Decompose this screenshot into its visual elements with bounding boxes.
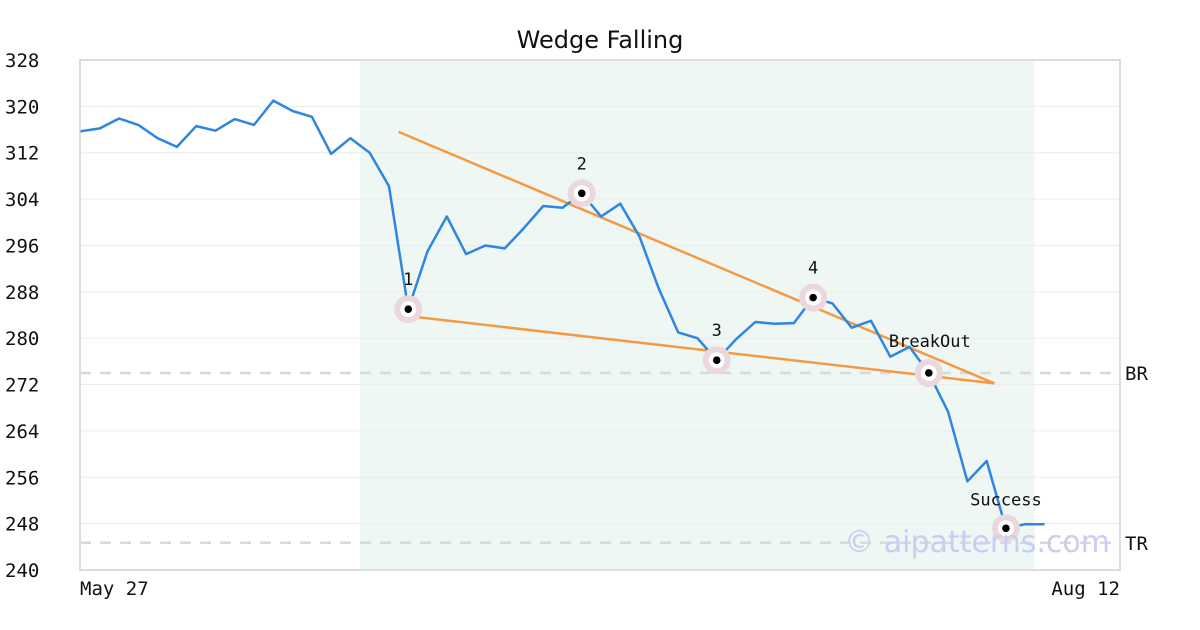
y-tick-label: 280 [5, 328, 39, 350]
y-tick-label: 240 [5, 560, 39, 582]
trendline [398, 313, 995, 385]
y-tick-label: 272 [5, 375, 39, 397]
watermark-group: © aipatterns.com [844, 525, 1110, 560]
chart-title: Wedge Falling [517, 26, 684, 54]
y-tick-label: 304 [5, 189, 39, 211]
trendline [398, 130, 995, 385]
watermark: © aipatterns.com [844, 525, 1110, 560]
marker-dot [712, 356, 721, 365]
x-tick-label: Aug 12 [1051, 578, 1120, 600]
y-tick-label: 312 [5, 143, 39, 165]
y-tick-label: 296 [5, 235, 39, 257]
reference-line-label: BR [1125, 363, 1148, 385]
y-axis-ticks: 240 248 256 264 272 280 288 296 304 312 320 328 [5, 50, 39, 582]
y-tick-label: 264 [5, 421, 39, 443]
plot-frame [79, 59, 1121, 571]
y-tick-label: 248 [5, 514, 39, 536]
y-tick-label: 328 [5, 50, 39, 72]
marker-dot [809, 293, 817, 302]
marker-label: 1 [403, 270, 413, 290]
x-axis-ticks: May 27 Aug 12 [80, 578, 1120, 600]
marker-label: 2 [577, 154, 587, 174]
pattern-region [360, 60, 1035, 570]
marker-dot [925, 369, 933, 377]
trendlines [398, 130, 995, 385]
reference-line-label: TR [1125, 533, 1148, 555]
price-series [80, 99, 1045, 530]
pattern-region-band [360, 60, 1035, 570]
reference-lines: BR TR [80, 363, 1148, 555]
marker-dot [1002, 524, 1010, 533]
price-line [80, 99, 1045, 530]
y-tick-label: 288 [5, 282, 39, 304]
marker-dot [404, 305, 413, 314]
y-tick-label: 320 [5, 96, 39, 118]
marker-label: Success [970, 490, 1042, 510]
x-tick-label: May 27 [80, 578, 149, 600]
marker-label: 4 [808, 259, 818, 279]
y-tick-label: 256 [5, 467, 39, 489]
marker-label: BreakOut [889, 332, 971, 352]
marker-dot [577, 189, 586, 198]
marker-label: 3 [712, 321, 722, 341]
pattern-markers: 1 2 3 4 BreakOut Success [394, 154, 1042, 543]
